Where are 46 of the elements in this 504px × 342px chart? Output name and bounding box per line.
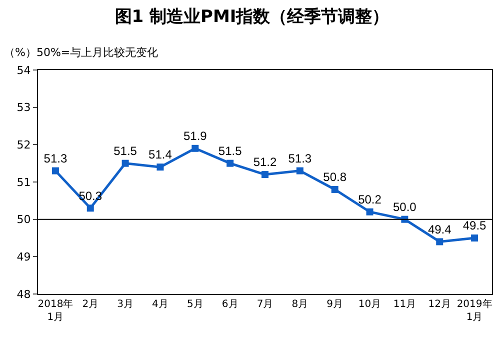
- point: [331, 186, 338, 193]
- text: （%）50%=与上月比较无变化: [4, 46, 158, 59]
- x-tick-label: 5月: [186, 299, 204, 310]
- point: [471, 234, 478, 242]
- point: [366, 208, 374, 216]
- x-tick-label: 7月: [256, 299, 274, 310]
- data-label: 51.3: [288, 151, 312, 166]
- x-tick-label: 4月: [152, 299, 168, 310]
- chart-title: 图1 制造业PMI指数（经季节调整）: [114, 7, 390, 28]
- data-label: 51.5: [114, 144, 138, 158]
- x-tick-label: 10月: [358, 299, 382, 310]
- x-tick-label: 2018年 1月: [38, 298, 74, 323]
- data-label: 49.4: [428, 222, 452, 236]
- y-tick-label: 49: [16, 250, 31, 264]
- y-tick-label: 50: [16, 213, 31, 226]
- y-tick-label: 51: [16, 176, 31, 189]
- y-tick-label: 52: [16, 138, 31, 152]
- data-label: 50.0: [393, 200, 417, 214]
- x-tick-label: 2月: [82, 299, 99, 310]
- y-tick-label: 54: [16, 64, 31, 77]
- x-tick-label: 3月: [117, 299, 134, 310]
- y-tick-label: 53: [16, 101, 31, 114]
- data-label: 51.5: [218, 144, 242, 158]
- point: [52, 167, 59, 174]
- data-label: 50.2: [358, 192, 382, 206]
- point: [262, 171, 268, 178]
- data-label: 51.3: [44, 151, 68, 166]
- point: [122, 160, 129, 167]
- x-tick-label: 6月: [222, 299, 238, 310]
- data-label: 51.9: [183, 129, 208, 144]
- data-label: 51.2: [253, 155, 277, 170]
- x-tick-label: 12月: [428, 299, 451, 310]
- x-tick-label: 2019年 1月: [456, 298, 492, 323]
- data-label: 50.8: [323, 170, 347, 184]
- point: [156, 164, 164, 171]
- data-label: 49.5: [462, 218, 487, 233]
- y-tick-label: 48: [16, 288, 31, 301]
- data-label: 51.4: [148, 148, 172, 162]
- point: [436, 238, 444, 246]
- x-tick-label: 11月: [393, 299, 416, 310]
- point: [86, 204, 94, 212]
- point: [192, 144, 199, 152]
- point: [226, 160, 234, 167]
- x-tick-label: 9月: [326, 299, 344, 310]
- point: [296, 167, 304, 174]
- x-tick-label: 8月: [292, 299, 308, 310]
